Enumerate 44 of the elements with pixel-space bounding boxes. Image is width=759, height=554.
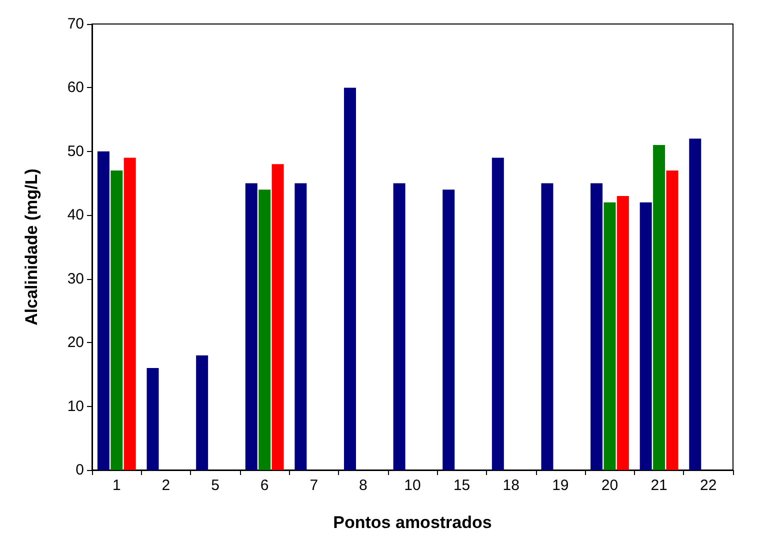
x-tick-label: 20 (601, 477, 618, 494)
x-tick-label: 18 (502, 477, 520, 494)
bar (689, 138, 702, 470)
bar (146, 368, 159, 470)
bar (294, 183, 307, 470)
bar (110, 170, 123, 470)
x-tick-label: 15 (453, 477, 470, 494)
x-tick-label: 22 (700, 477, 717, 494)
x-tick-label: 6 (260, 477, 269, 494)
x-axis-title: Pontos amostrados (333, 513, 492, 532)
y-tick-label: 40 (67, 206, 84, 224)
bar (666, 170, 678, 470)
x-tick-label: 7 (310, 477, 318, 494)
bar (245, 183, 258, 470)
y-tick-label: 0 (76, 462, 84, 478)
bar (616, 196, 629, 470)
y-axis-title: Alcalinidade (mg/L) (22, 168, 41, 326)
bar (124, 158, 136, 470)
bar (640, 202, 652, 470)
bar (97, 151, 110, 470)
y-tick-label: 20 (67, 334, 84, 352)
bar (541, 183, 554, 470)
bar (604, 202, 616, 470)
bar (590, 183, 603, 470)
x-tick-label: 8 (359, 477, 368, 494)
x-tick-label: 21 (650, 477, 668, 494)
bar (393, 183, 406, 470)
bar (442, 190, 455, 470)
bar (344, 88, 356, 470)
bar (272, 164, 284, 470)
bar (258, 190, 271, 470)
x-tick-label: 19 (552, 477, 569, 494)
bar (492, 158, 504, 470)
y-tick-label: 50 (67, 142, 84, 160)
bar (653, 145, 666, 470)
y-tick-label: 70 (67, 16, 84, 32)
bar (196, 355, 208, 470)
x-tick-label: 2 (162, 477, 170, 494)
y-tick-label: 30 (67, 270, 84, 288)
x-tick-label: 5 (211, 477, 220, 494)
y-tick-label: 10 (67, 398, 84, 415)
x-tick-label: 10 (404, 477, 421, 494)
y-tick-label: 60 (67, 79, 84, 96)
x-tick-label: 1 (112, 477, 121, 494)
